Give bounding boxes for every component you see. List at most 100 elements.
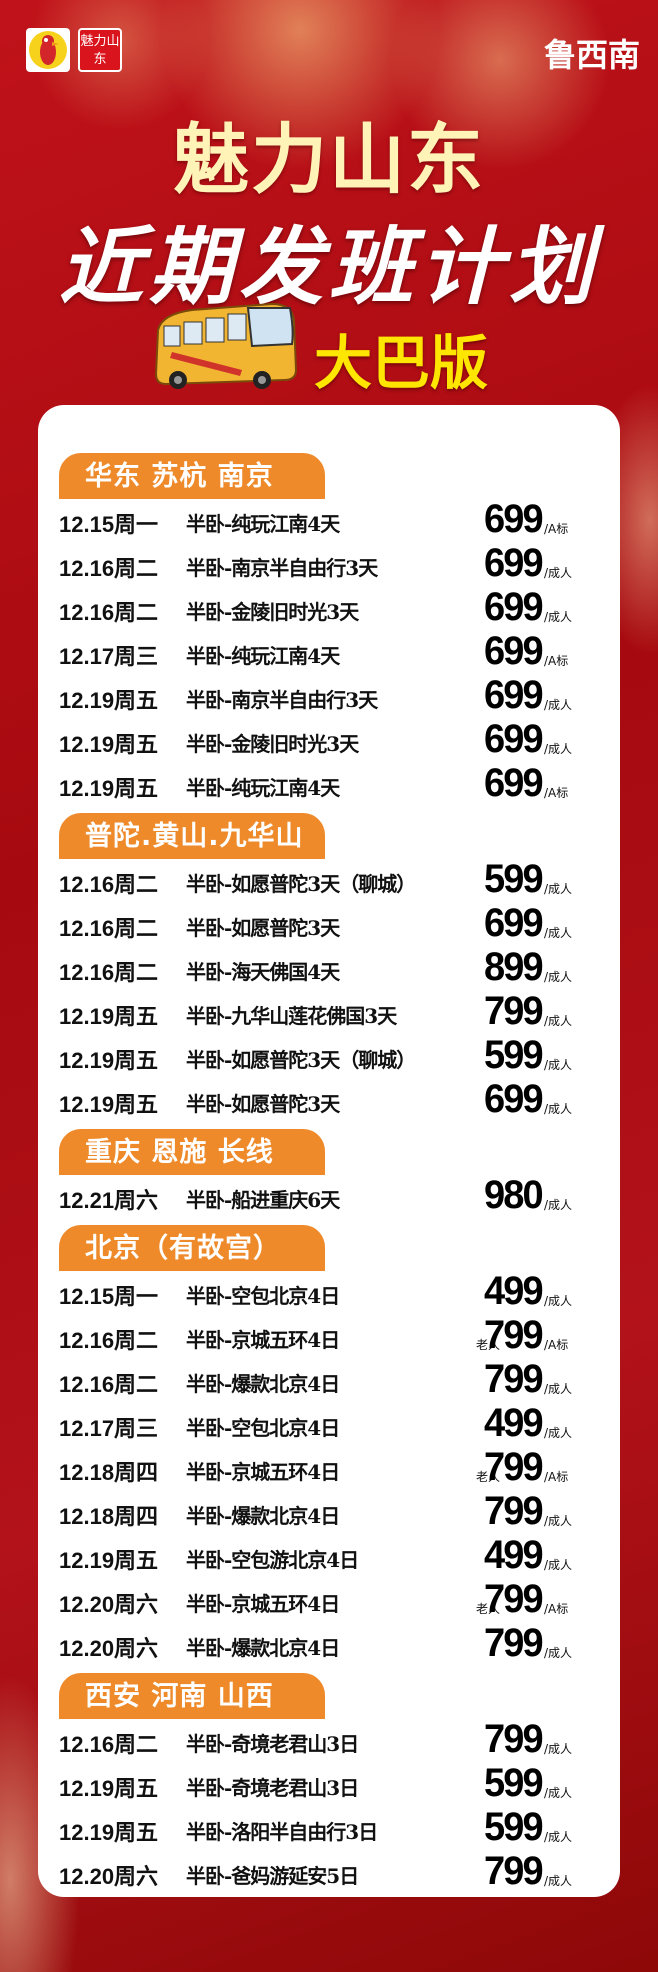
trip-product: 半卧-如愿普陀3天（聊城） <box>186 872 416 896</box>
trip-date: 12.19周五 <box>59 1820 159 1845</box>
mascot-icon <box>29 31 67 69</box>
trip-price: 499 <box>484 1401 544 1445</box>
trip-product: 半卧-京城五环4日 <box>186 1592 340 1616</box>
trip-row: 12.15周一 半卧-空包北京4日 499/成人 <box>59 1269 620 1315</box>
trip-row: 12.16周二 半卧-如愿普陀3天 699/成人 <box>59 901 620 947</box>
trip-date: 12.20周六 <box>59 1864 159 1889</box>
trip-price: 899 <box>484 945 544 989</box>
page-title: 魅力山东 <box>173 115 485 204</box>
trip-product: 半卧-南京半自由行3天 <box>186 688 378 712</box>
trip-date: 12.20周六 <box>59 1636 159 1661</box>
trip-price: 699 <box>484 541 544 585</box>
trip-row: 12.16周二 半卧-南京半自由行3天 699/成人 <box>59 541 620 587</box>
trip-row: 12.20周六 半卧-爆款北京4日 799/成人 <box>59 1621 620 1667</box>
trip-date: 12.20周六 <box>59 1592 159 1617</box>
price-group: 599/成人 <box>402 1033 602 1079</box>
price-unit: /成人 <box>544 610 573 624</box>
price-note: 老人 <box>475 1602 500 1616</box>
price-group: 799/成人 <box>402 1849 602 1895</box>
price-group: 699/成人 <box>402 901 602 947</box>
price-unit: /A标 <box>544 654 569 668</box>
trip-product: 半卧-奇境老君山3日 <box>186 1776 359 1800</box>
trip-row: 12.19周五 半卧-纯玩江南4天 699/A标 <box>59 761 620 807</box>
price-group: 799/成人 <box>402 1621 602 1667</box>
trip-product: 半卧-海天佛国4天 <box>186 960 340 984</box>
price-unit: /成人 <box>544 882 573 896</box>
trip-product: 半卧-纯玩江南4天 <box>186 644 340 668</box>
price-unit: /成人 <box>544 1014 573 1028</box>
trip-product: 半卧-爆款北京4日 <box>186 1636 340 1660</box>
price-unit: /成人 <box>544 1426 573 1440</box>
trip-date: 12.16周二 <box>59 1372 159 1397</box>
trip-date: 12.16周二 <box>59 1732 159 1757</box>
trip-price: 699 <box>484 673 544 717</box>
trip-price: 499 <box>484 1269 544 1313</box>
price-unit: /成人 <box>544 1198 573 1212</box>
trip-row: 12.18周四 半卧-京城五环4日 老人 799/A标 <box>59 1445 620 1491</box>
price-unit: /A标 <box>544 1338 569 1352</box>
price-group: 老人 799/A标 <box>402 1577 602 1623</box>
trip-row: 12.19周五 半卧-空包游北京4日 499/成人 <box>59 1533 620 1579</box>
trip-price: 599 <box>484 1805 544 1849</box>
price-group: 599/成人 <box>402 857 602 903</box>
section-header: 西安 河南 山西 <box>59 1673 325 1719</box>
price-group: 699/成人 <box>402 1077 602 1123</box>
trip-row: 12.19周五 半卧-南京半自由行3天 699/成人 <box>59 673 620 719</box>
trip-row: 12.19周五 半卧-金陵旧时光3天 699/成人 <box>59 717 620 763</box>
trip-product: 半卧-金陵旧时光3天 <box>186 600 359 624</box>
price-unit: /成人 <box>544 1102 573 1116</box>
trip-date: 12.19周五 <box>59 1048 159 1073</box>
price-unit: /A标 <box>544 522 569 536</box>
price-unit: /成人 <box>544 566 573 580</box>
trip-product: 半卧-纯玩江南4天 <box>186 512 340 536</box>
trip-price: 699 <box>484 585 544 629</box>
trip-product: 半卧-爸妈游延安5日 <box>186 1864 359 1888</box>
trip-product: 半卧-金陵旧时光3天 <box>186 732 359 756</box>
price-unit: /成人 <box>544 1786 573 1800</box>
price-unit: /成人 <box>544 970 573 984</box>
trip-date: 12.19周五 <box>59 776 159 801</box>
page-subtitle: 近期发班计划 <box>58 217 599 316</box>
trip-date: 12.15周一 <box>59 512 159 537</box>
trip-row: 12.17周三 半卧-纯玩江南4天 699/A标 <box>59 629 620 675</box>
trip-product: 半卧-空包北京4日 <box>186 1284 340 1308</box>
trip-product: 半卧-空包北京4日 <box>186 1416 340 1440</box>
price-unit: /成人 <box>544 1830 573 1844</box>
trip-price: 699 <box>484 717 544 761</box>
price-group: 老人 799/A标 <box>402 1313 602 1359</box>
trip-date: 12.19周五 <box>59 1092 159 1117</box>
trip-price: 799 <box>484 1621 544 1665</box>
trip-date: 12.19周五 <box>59 688 159 713</box>
trip-date: 12.17周三 <box>59 1416 159 1441</box>
bus-icon <box>154 302 298 389</box>
price-group: 699/A标 <box>402 629 602 675</box>
trip-row: 12.17周三 半卧-空包北京4日 499/成人 <box>59 1401 620 1447</box>
price-group: 799/成人 <box>402 989 602 1035</box>
trip-date: 12.17周三 <box>59 644 159 669</box>
price-unit: /成人 <box>544 1294 573 1308</box>
trip-row: 12.16周二 半卧-金陵旧时光3天 699/成人 <box>59 585 620 631</box>
trip-price: 799 <box>484 1489 544 1533</box>
price-group: 799/成人 <box>402 1489 602 1535</box>
price-group: 699/A标 <box>402 497 602 543</box>
trip-price: 799 <box>484 1445 544 1489</box>
trip-price: 799 <box>484 1849 544 1893</box>
trip-date: 12.19周五 <box>59 732 159 757</box>
trip-price: 599 <box>484 1033 544 1077</box>
trip-date: 12.16周二 <box>59 916 159 941</box>
trip-row: 12.15周一 半卧-纯玩江南4天 699/A标 <box>59 497 620 543</box>
trip-price: 699 <box>484 901 544 945</box>
price-unit: /成人 <box>544 1558 573 1572</box>
trip-row: 12.19周五 半卧-洛阳半自由行3日 599/成人 <box>59 1805 620 1851</box>
trip-product: 半卧-如愿普陀3天 <box>186 1092 340 1116</box>
trip-price: 599 <box>484 857 544 901</box>
trip-price: 980 <box>484 1173 544 1217</box>
trip-price: 699 <box>484 761 544 805</box>
trip-product: 半卧-京城五环4日 <box>186 1460 340 1484</box>
trip-row: 12.18周四 半卧-爆款北京4日 799/成人 <box>59 1489 620 1535</box>
schedule-list: 华东 苏杭 南京 12.15周一 半卧-纯玩江南4天 699/A标 12.16周二 半卧-… <box>59 447 620 1895</box>
trip-price: 499 <box>484 1533 544 1577</box>
trip-product: 半卧-九华山莲花佛国3天 <box>186 1004 397 1028</box>
price-group: 699/成人 <box>402 541 602 587</box>
price-group: 899/成人 <box>402 945 602 991</box>
